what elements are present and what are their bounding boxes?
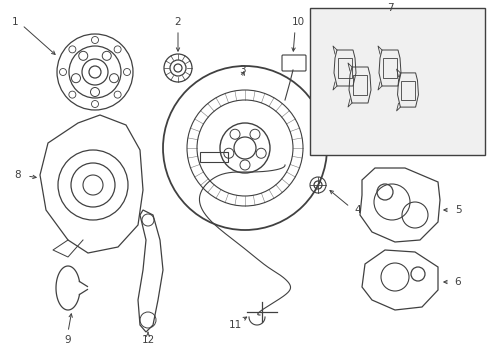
Text: 3: 3	[238, 65, 245, 75]
Text: 10: 10	[291, 17, 304, 27]
Text: 8: 8	[15, 170, 21, 180]
Text: 7: 7	[386, 3, 392, 13]
Bar	[352, 75, 366, 95]
Text: 4: 4	[354, 205, 361, 215]
Text: 11: 11	[228, 320, 241, 330]
Bar	[309, 8, 484, 155]
Bar	[401, 81, 414, 99]
Text: 6: 6	[454, 277, 460, 287]
Bar	[337, 58, 351, 78]
Text: 12: 12	[141, 335, 154, 345]
Text: 1: 1	[12, 17, 18, 27]
Text: 5: 5	[454, 205, 460, 215]
Text: 9: 9	[64, 335, 71, 345]
Text: 2: 2	[174, 17, 181, 27]
Bar	[200, 152, 227, 162]
Bar	[382, 58, 396, 78]
